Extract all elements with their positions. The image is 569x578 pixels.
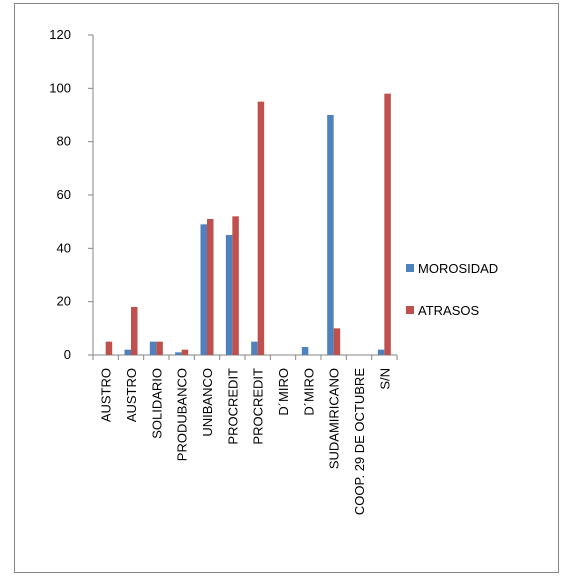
axes: [92, 35, 398, 360]
y-tick-label: 20: [57, 294, 71, 309]
bar-morosidad: [225, 235, 233, 355]
legend-label: MOROSIDAD: [418, 261, 498, 276]
bar-morosidad: [124, 349, 131, 355]
bar-morosidad: [149, 341, 157, 355]
bar-atrasos: [257, 101, 265, 356]
x-category-label: PROCREDIT: [251, 368, 266, 445]
y-tick-label: 120: [49, 27, 71, 42]
legend-swatch-atrasos: [406, 306, 414, 314]
x-category-label: D´MIRO: [276, 368, 291, 416]
bar-morosidad: [175, 352, 182, 355]
y-axis-ticks: 0 20 40 60 80 100 120: [49, 27, 93, 362]
legend: MOROSIDAD ATRASOS: [406, 261, 498, 318]
bar-atrasos: [384, 93, 391, 356]
bar-chart: 0 20 40 60 80 100 120 AUSTRO AUSTRO SOLIDARIO PRO…: [49, 27, 498, 515]
x-category-label: UNIBANCO: [200, 368, 215, 437]
bar-morosidad: [377, 349, 385, 355]
bar-morosidad: [251, 341, 258, 355]
bar-atrasos: [131, 307, 138, 355]
x-category-label: PRODUBANCO: [175, 368, 190, 461]
x-category-label: SOLIDARIO: [149, 368, 164, 439]
x-category-label: AUSTRO: [99, 368, 114, 422]
bar-atrasos: [232, 216, 239, 355]
y-tick-label: 80: [57, 134, 71, 149]
legend-label: ATRASOS: [418, 303, 479, 318]
chart-frame: 0 20 40 60 80 100 120 AUSTRO AUSTRO SOLIDARIO PRO…: [14, 3, 559, 573]
x-category-label: AUSTRO: [124, 368, 139, 422]
bar-atrasos: [181, 349, 189, 355]
bars: [105, 93, 391, 356]
x-category-label: SUDAMIRICANO: [327, 368, 342, 469]
bar-atrasos: [156, 341, 163, 355]
bar-atrasos: [105, 341, 113, 355]
bar-morosidad: [301, 347, 309, 355]
x-category-label: COOP. 29 DE OCTUBRE: [352, 368, 367, 515]
x-category-label: S/N: [377, 368, 392, 390]
x-category-label: PROCREDIT: [225, 368, 240, 445]
bar-atrasos: [333, 328, 341, 355]
x-category-label: D´MIRO: [301, 368, 316, 416]
y-tick-label: 60: [57, 187, 71, 202]
bar-morosidad: [200, 224, 207, 355]
x-axis-labels: AUSTRO AUSTRO SOLIDARIO PRODUBANCO UNIBANCO P…: [99, 368, 393, 515]
y-tick-label: 40: [57, 240, 71, 255]
y-tick-label: 100: [49, 80, 71, 95]
y-tick-label: 0: [64, 347, 71, 362]
bar-morosidad: [327, 115, 334, 355]
legend-swatch-morosidad: [406, 264, 414, 272]
bar-atrasos: [207, 219, 214, 355]
